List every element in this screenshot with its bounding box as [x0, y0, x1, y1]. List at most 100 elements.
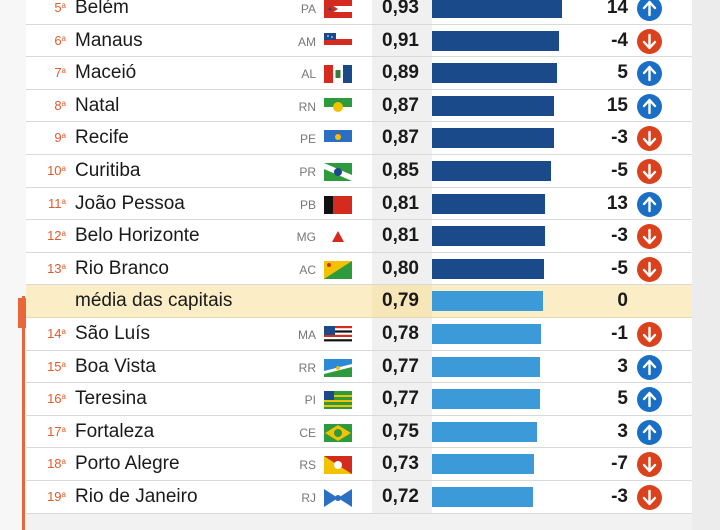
rank-number: 17 [47, 423, 62, 439]
score-bar [432, 356, 540, 377]
table-row: 11a João Pessoa PB 0,81 13 [26, 187, 692, 221]
rj-flag-icon [324, 488, 352, 507]
state-code: RR [298, 360, 316, 375]
rank-ordinal: a [61, 33, 66, 43]
rank-position: 17a [30, 424, 66, 439]
table-row: 9a Recife PE 0,87 -3 [26, 122, 692, 155]
mg-flag-icon [324, 228, 352, 247]
rank-position: 7a [30, 65, 66, 80]
value-cell-bg [372, 383, 432, 415]
value-cell-bg [372, 448, 432, 480]
state-code: PI [304, 393, 316, 408]
value-cell-bg [372, 220, 432, 252]
city-name: Teresina [75, 388, 147, 410]
rank-change: 3 [617, 355, 628, 377]
arrow-up-icon [637, 191, 662, 217]
am-flag-icon [324, 32, 352, 51]
rank-ordinal: a [61, 489, 66, 499]
state-code: CE [299, 425, 316, 440]
table-row: 12a Belo Horizonte MG 0,81 -3 [26, 220, 692, 253]
rank-number: 8 [54, 97, 62, 113]
arrow-down-icon [637, 256, 662, 282]
city-name: Natal [75, 94, 120, 116]
rank-ordinal: a [61, 66, 66, 76]
value-cell-bg [372, 480, 432, 513]
table-row: 14a São Luís MA 0,78 -1 [26, 317, 692, 351]
rank-change: -4 [611, 29, 628, 51]
score-value: 0,73 [382, 453, 419, 475]
rank-change: 15 [606, 94, 628, 116]
rs-flag-icon [324, 456, 352, 475]
arrow-up-icon [637, 0, 662, 21]
score-bar [432, 128, 554, 149]
arrow-down-icon [637, 224, 662, 250]
score-value: 0,93 [382, 0, 419, 18]
value-cell-bg [372, 57, 432, 89]
table-row: 19a Rio de Janeiro RJ 0,72 -3 [26, 480, 692, 514]
average-row: média das capitais 0,79 0 [26, 285, 692, 318]
rank-ordinal: a [61, 229, 66, 239]
state-code: RJ [301, 490, 316, 505]
value-cell-bg [372, 317, 432, 350]
score-bar [432, 291, 543, 312]
arrow-up-icon [637, 387, 662, 413]
state-code: RS [299, 458, 316, 473]
score-bar [432, 421, 537, 442]
arrow-down-icon [637, 484, 662, 510]
rank-change: -3 [611, 127, 628, 149]
rank-ordinal: a [61, 359, 66, 369]
table-row: 8a Natal RN 0,87 15 [26, 89, 692, 123]
city-name: Recife [75, 127, 129, 149]
score-bar [432, 30, 559, 51]
rank-ordinal: a [61, 196, 66, 206]
rank-position: 15a [30, 359, 66, 374]
rank-change: 0 [617, 290, 628, 312]
rank-number: 6 [54, 32, 62, 48]
rank-change: -5 [611, 257, 628, 279]
rank-change: -5 [611, 159, 628, 181]
score-value: 0,85 [382, 159, 419, 181]
table-row: 18a Porto Alegre RS 0,73 -7 [26, 448, 692, 481]
city-name: Rio de Janeiro [75, 485, 198, 507]
rank-position: 5a [30, 0, 66, 15]
arrow-down-icon [637, 321, 662, 347]
arrow-up-icon [637, 93, 662, 119]
arrow-down-icon [637, 28, 662, 54]
pb-flag-icon [324, 195, 352, 214]
city-name: Belo Horizonte [75, 225, 200, 247]
state-code: PR [299, 164, 316, 179]
rank-number: 14 [47, 325, 62, 341]
value-cell-bg [372, 415, 432, 448]
rank-change: 3 [617, 420, 628, 442]
score-value: 0,87 [382, 127, 419, 149]
rank-number: 12 [47, 228, 62, 244]
rank-position: 12a [30, 228, 66, 243]
score-bar [432, 389, 540, 410]
rank-position: 10a [30, 163, 66, 178]
value-cell-bg [372, 285, 432, 317]
rank-ordinal: a [61, 326, 66, 336]
rank-number: 15 [47, 358, 62, 374]
score-bar [432, 95, 554, 116]
table-row: 5a Belém PA 0,93 14 [26, 0, 692, 25]
city-name: João Pessoa [75, 192, 185, 214]
city-name: Manaus [75, 29, 143, 51]
pe-flag-icon [324, 130, 352, 149]
rank-change: -1 [611, 322, 628, 344]
value-cell-bg [372, 252, 432, 285]
below-average-marker [22, 296, 25, 530]
pr-flag-icon [324, 162, 352, 181]
table-row: 16a Teresina PI 0,77 5 [26, 383, 692, 416]
rank-position: 18a [30, 456, 66, 471]
rank-position: 13a [30, 261, 66, 276]
rank-ordinal: a [61, 457, 66, 467]
rank-change: 13 [606, 192, 628, 214]
rank-number: 5 [54, 0, 62, 15]
rank-position: 8a [30, 98, 66, 113]
rank-number: 16 [47, 391, 62, 407]
rank-change: 5 [617, 388, 628, 410]
rank-position: 19a [30, 489, 66, 504]
right-margin [692, 0, 720, 530]
ce-flag-icon [324, 423, 352, 442]
rank-number: 10 [47, 162, 62, 178]
